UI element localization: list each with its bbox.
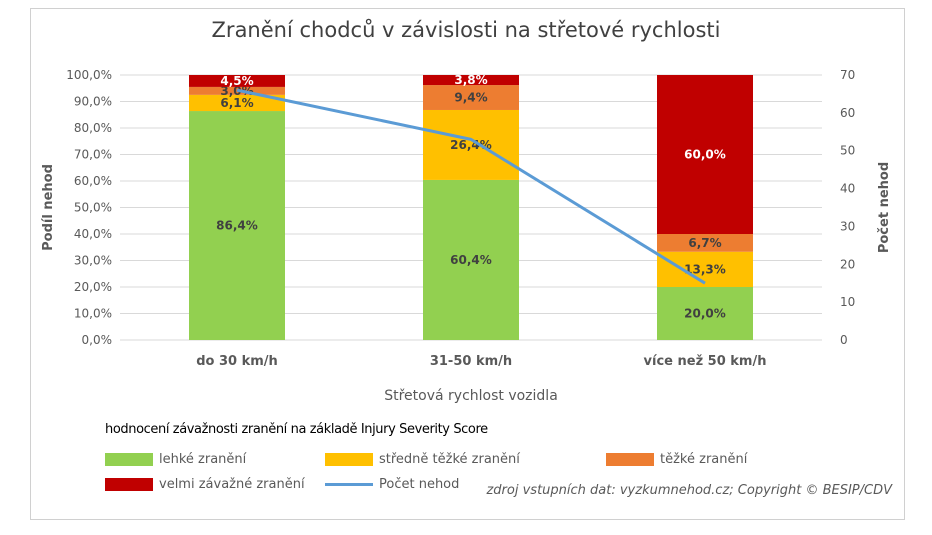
bar-segment [657, 251, 753, 287]
count-line [236, 88, 706, 285]
bar-segment [657, 234, 753, 252]
y2-tick-label: 70 [840, 68, 855, 82]
legend-item-light: lehké zranění [105, 452, 246, 467]
x-tick-label: více než 50 km/h [644, 354, 767, 369]
source-note: zdroj vstupních dat: vyzkumnehod.cz; Cop… [486, 483, 892, 498]
y-tick-label: 100,0% [66, 68, 112, 82]
legend-label-count: Počet nehod [379, 477, 460, 492]
y2-tick-label: 10 [840, 295, 855, 309]
legend-title: hodnocení závažnosti zranění na základě … [105, 422, 488, 437]
chart-title: Zranění chodců v závislosti na střetové … [211, 18, 721, 42]
y-tick-label: 30,0% [74, 254, 112, 268]
y-tick-label: 0,0% [82, 333, 113, 347]
bar-segment [423, 109, 519, 180]
data-label: 60,4% [450, 253, 492, 267]
y2-tick-label: 0 [840, 333, 848, 347]
y2-axis-title: Počet nehod [877, 162, 892, 253]
data-label: 4,5% [220, 74, 253, 88]
y2-tick-label: 60 [840, 106, 855, 120]
data-label: 26,4% [450, 138, 492, 152]
bar-segment [657, 75, 753, 234]
x-axis-title: Střetová rychlost vozidla [384, 388, 558, 404]
y2-tick-label: 40 [840, 182, 855, 196]
data-label: 6,7% [688, 236, 721, 250]
legend-item-severe: těžké zranění [606, 452, 747, 467]
bar-segment [423, 179, 519, 340]
legend-swatch-medium [325, 453, 373, 466]
data-label: 20,0% [684, 307, 726, 321]
x-tick-label: do 30 km/h [196, 354, 278, 369]
y-tick-label: 70,0% [74, 148, 112, 162]
bar-segment [423, 75, 519, 86]
legend-swatch-severe [606, 453, 654, 466]
legend-label-medium: středně těžké zranění [379, 452, 520, 467]
legend-label-critical: velmi závažné zranění [159, 477, 305, 492]
bar-segment [657, 287, 753, 340]
data-label: 13,3% [684, 262, 726, 276]
data-label: 6,1% [220, 96, 253, 110]
data-label: 86,4% [216, 219, 258, 233]
data-label: 3,8% [454, 73, 487, 87]
bar-segment [189, 75, 285, 87]
legend-label-light: lehké zranění [159, 452, 247, 467]
data-label: 60,0% [684, 148, 726, 162]
legend-swatch-critical [105, 478, 153, 491]
y-tick-label: 90,0% [74, 95, 112, 109]
y-tick-label: 10,0% [74, 307, 112, 321]
legend-label-severe: těžké zranění [660, 452, 748, 467]
legend-swatch-count [325, 483, 373, 486]
y-tick-label: 80,0% [74, 121, 112, 135]
x-tick-label: 31-50 km/h [430, 354, 512, 369]
y-axis-title: Podíl nehod [41, 164, 56, 251]
y2-tick-label: 50 [840, 144, 855, 158]
y2-tick-label: 20 [840, 257, 855, 271]
legend-swatch-light [105, 453, 153, 466]
y-tick-label: 60,0% [74, 174, 112, 188]
bar-segment [189, 111, 285, 340]
data-label: 9,4% [454, 91, 487, 105]
y-tick-label: 50,0% [74, 201, 112, 215]
y-tick-label: 40,0% [74, 227, 112, 241]
bar-segment [189, 94, 285, 112]
legend-item-medium: středně těžké zranění [325, 452, 520, 467]
bar-segment [423, 85, 519, 110]
legend-item-critical: velmi závažné zranění [105, 477, 305, 492]
y2-tick-label: 30 [840, 219, 855, 233]
y-tick-label: 20,0% [74, 280, 112, 294]
legend-item-count: Počet nehod [325, 477, 459, 492]
